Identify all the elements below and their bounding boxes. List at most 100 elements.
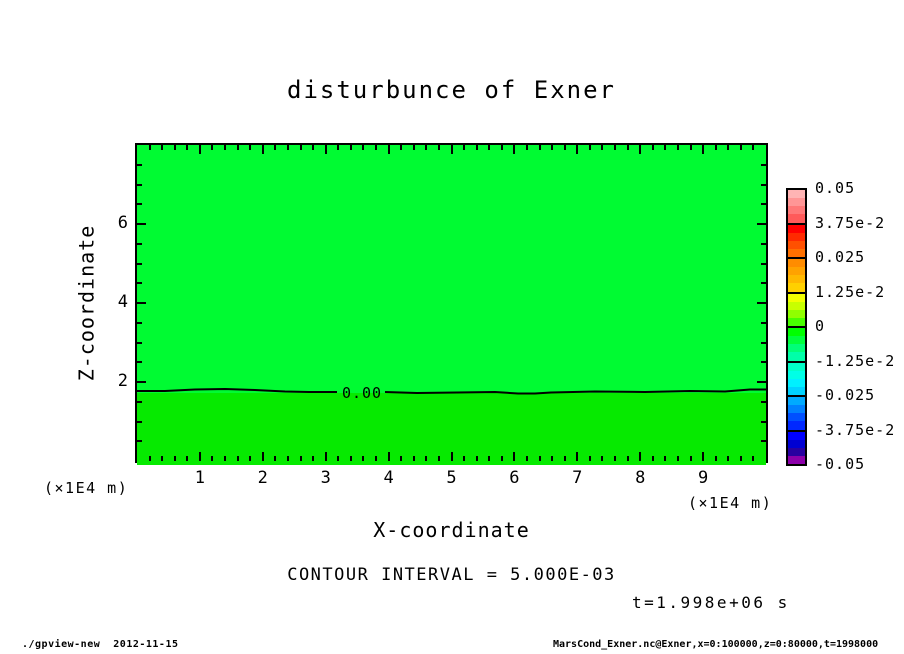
x-minor-tick xyxy=(349,145,352,150)
x-major-tick xyxy=(387,145,390,154)
colorbar-segment xyxy=(786,360,807,397)
x-major-tick xyxy=(198,145,201,154)
x-minor-tick xyxy=(727,456,730,461)
colorbar-band xyxy=(788,240,805,249)
colorbar-tick-label: 0.05 xyxy=(815,179,856,197)
y-major-tick xyxy=(757,223,766,225)
colorbar-band xyxy=(788,214,805,223)
x-minor-tick xyxy=(375,145,378,150)
x-minor-tick xyxy=(463,456,466,461)
y-tick-label: 2 xyxy=(117,371,128,391)
y-minor-tick xyxy=(761,163,766,166)
y-tick-label: 4 xyxy=(117,292,128,312)
colorbar-segment xyxy=(786,395,807,432)
x-minor-tick xyxy=(475,456,478,461)
x-tick-label: 3 xyxy=(320,468,331,488)
x-major-tick xyxy=(324,452,327,461)
x-minor-tick xyxy=(312,145,315,150)
x-minor-tick xyxy=(236,456,239,461)
x-minor-tick xyxy=(664,456,667,461)
colorbar-segment xyxy=(786,326,807,363)
colorbar-band xyxy=(788,352,805,361)
x-minor-tick xyxy=(161,145,164,150)
x-minor-tick xyxy=(312,456,315,461)
x-minor-tick xyxy=(676,145,679,150)
x-minor-tick xyxy=(714,456,717,461)
y-minor-tick xyxy=(137,400,142,403)
colorbar xyxy=(786,188,807,466)
x-minor-tick xyxy=(689,145,692,150)
plot-area: 0.00 xyxy=(135,143,768,465)
x-minor-tick xyxy=(211,145,214,150)
y-minor-tick xyxy=(137,341,142,344)
footer-command-text: ./gpview-new 2012-11-15 xyxy=(22,639,179,650)
x-major-tick xyxy=(639,452,642,461)
x-major-tick xyxy=(198,452,201,461)
x-minor-tick xyxy=(299,145,302,150)
x-minor-tick xyxy=(236,145,239,150)
x-minor-tick xyxy=(752,145,755,150)
x-minor-tick xyxy=(551,456,554,461)
x-minor-tick xyxy=(525,145,528,150)
colorbar-band xyxy=(788,198,805,207)
y-minor-tick xyxy=(137,440,142,443)
y-minor-tick xyxy=(761,321,766,324)
y-minor-tick xyxy=(137,420,142,423)
x-minor-tick xyxy=(727,145,730,150)
time-label: t=1.998e+06 s xyxy=(632,593,790,612)
colorbar-band xyxy=(788,455,805,464)
x-minor-tick xyxy=(224,145,227,150)
y-minor-tick xyxy=(761,183,766,186)
colorbar-band xyxy=(788,378,805,387)
colorbar-band xyxy=(788,259,805,268)
x-major-tick xyxy=(450,452,453,461)
x-major-tick xyxy=(324,145,327,154)
y-major-tick xyxy=(137,223,146,225)
x-major-tick xyxy=(702,452,705,461)
x-minor-tick xyxy=(752,456,755,461)
x-minor-tick xyxy=(463,145,466,150)
x-minor-tick xyxy=(425,145,428,150)
x-minor-tick xyxy=(488,145,491,150)
x-minor-tick xyxy=(286,145,289,150)
colorbar-band xyxy=(788,439,805,448)
colorbar-band xyxy=(788,405,805,414)
y-minor-tick xyxy=(761,282,766,285)
x-minor-tick xyxy=(286,456,289,461)
colorbar-band xyxy=(788,267,805,276)
x-minor-tick xyxy=(337,145,340,150)
x-minor-tick xyxy=(249,456,252,461)
x-tick-label: 7 xyxy=(572,468,583,488)
y-minor-tick xyxy=(761,242,766,245)
y-minor-tick xyxy=(137,183,142,186)
fill-region-positive xyxy=(137,145,766,393)
colorbar-band xyxy=(788,275,805,284)
colorbar-band xyxy=(788,370,805,379)
x-minor-tick xyxy=(614,456,617,461)
x-minor-tick xyxy=(626,145,629,150)
y-axis-unit-label: (×1E4 m) xyxy=(44,479,129,497)
colorbar-band xyxy=(788,248,805,257)
x-minor-tick xyxy=(274,145,277,150)
x-minor-tick xyxy=(563,456,566,461)
y-minor-tick xyxy=(137,262,142,265)
y-minor-tick xyxy=(137,282,142,285)
x-minor-tick xyxy=(224,456,227,461)
y-minor-tick xyxy=(137,203,142,206)
colorbar-band xyxy=(788,206,805,215)
contour-interval-note: CONTOUR INTERVAL = 5.000E-03 xyxy=(287,565,616,585)
x-minor-tick xyxy=(676,456,679,461)
x-axis-title: X-coordinate xyxy=(373,518,530,542)
colorbar-segment xyxy=(786,429,807,466)
x-major-tick xyxy=(639,145,642,154)
colorbar-band xyxy=(788,386,805,395)
x-minor-tick xyxy=(173,456,176,461)
x-minor-tick xyxy=(148,145,151,150)
colorbar-tick-label: -0.025 xyxy=(815,386,876,404)
y-minor-tick xyxy=(761,400,766,403)
contour-line-label: 0.00 xyxy=(341,384,383,402)
y-major-tick xyxy=(137,302,146,304)
x-minor-tick xyxy=(500,456,503,461)
x-minor-tick xyxy=(437,456,440,461)
y-minor-tick xyxy=(137,321,142,324)
